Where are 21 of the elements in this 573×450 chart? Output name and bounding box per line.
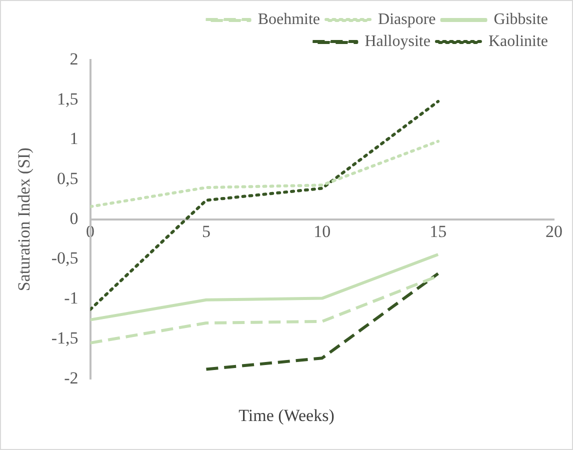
- legend-label: Diaspore: [378, 11, 436, 28]
- y-axis-title: Saturation Index (SI): [14, 148, 34, 292]
- y-tick-label: -0,5: [51, 248, 78, 268]
- x-axis-title: Time (Weeks): [238, 406, 336, 426]
- legend-label: Boehmite: [258, 11, 320, 28]
- legend-label: Gibbsite: [494, 11, 548, 28]
- legend-label: Halloysite: [364, 33, 430, 50]
- y-tick-label: -1: [64, 288, 78, 308]
- y-tick-label: 0,5: [57, 169, 78, 188]
- y-tick-label: 1: [70, 129, 78, 148]
- x-tick-label: 5: [202, 222, 210, 242]
- y-tick-label: 2: [70, 49, 78, 68]
- y-tick-label: 0: [70, 208, 78, 228]
- y-tick-label: -2: [64, 368, 78, 388]
- y-tick-label: -1,5: [51, 328, 78, 348]
- x-tick-label: 10: [314, 222, 331, 242]
- x-tick-label: 15: [430, 222, 447, 242]
- legend-label: Kaolinite: [488, 33, 548, 50]
- line-series: [90, 140, 440, 208]
- x-tick-label: 20: [546, 222, 562, 242]
- y-tick-label: 1,5: [57, 89, 78, 108]
